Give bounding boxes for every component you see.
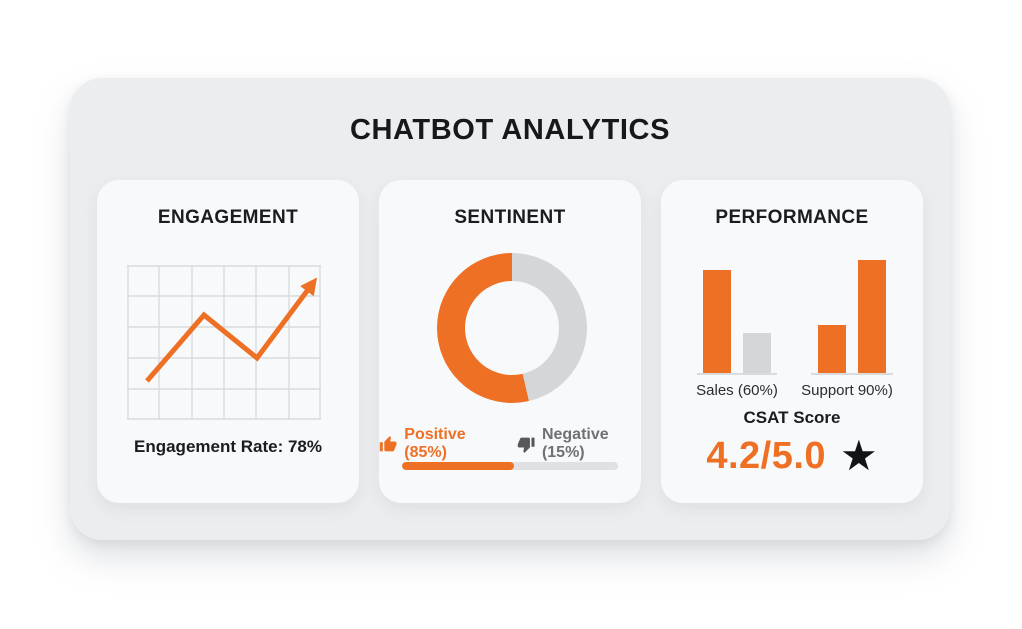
legend-item-negative: Negative (15%) [517,426,641,462]
sales-label: Sales (60%) [696,382,778,399]
bar-group-support [811,258,893,375]
engagement-line-chart [127,265,321,420]
bar [743,333,771,373]
negative-legend-label: Negative (15%) [541,426,609,461]
bar-group-labels: Sales (60%) Support 90%) [661,382,923,402]
bar [858,260,886,373]
sentiment-progress-fill [402,462,515,470]
support-label: Support 90%) [801,382,893,399]
sentiment-progress-bar [402,462,618,470]
engagement-card-title: ENGAGEMENT [157,207,299,228]
engagement-rate-caption: Engagement Rate: 78% [134,437,322,456]
bar [703,270,731,373]
donut-hole [465,281,559,375]
thumbs-up-icon [379,435,397,451]
csat-score-value: 4.2/5.0 [706,434,827,477]
thumbs-down-icon [517,437,535,453]
sentiment-donut-chart [437,253,587,403]
performance-card: PERFORMANCE Sales (60%) Support 90%) CSA… [661,180,923,503]
bar-group-sales [697,258,777,375]
csat-score-row: 4.2/5.0 ★ [661,430,923,482]
page-title: CHATBOT ANALYTICS [349,114,671,146]
bar [818,325,846,373]
star-icon: ★ [840,432,878,479]
positive-legend-label: Positive (85%) [404,426,466,461]
csat-score-label: CSAT Score [743,408,841,427]
performance-card-title: PERFORMANCE [715,207,869,228]
chart-grid [127,265,321,420]
legend-item-positive: Positive (85%) [379,426,499,462]
sentiment-legend: Positive (85%) Negative (15%) [379,426,641,462]
analytics-panel: CHATBOT ANALYTICS ENGAGEMENT Engagement … [70,78,950,540]
performance-bar-chart [661,260,923,375]
engagement-card: ENGAGEMENT Engagement Rate: 78% [97,180,359,503]
sentiment-card: SENTINENT Positive (85%) Negative (15%) [379,180,641,503]
trend-line [145,277,318,383]
sentiment-card-title: SENTINENT [454,207,566,228]
